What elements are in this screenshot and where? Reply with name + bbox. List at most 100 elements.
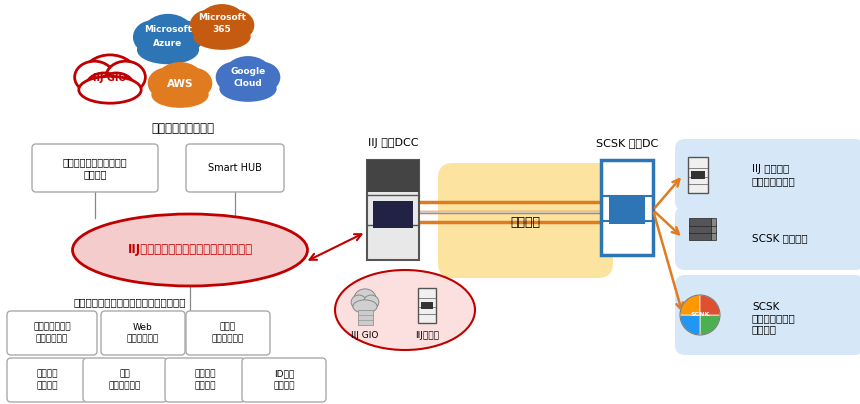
Text: IIJ GIO: IIJ GIO: [93, 73, 126, 83]
Ellipse shape: [99, 73, 134, 100]
Ellipse shape: [224, 57, 272, 95]
Text: SCSK 契約顧客: SCSK 契約顧客: [752, 233, 808, 243]
Bar: [711, 218, 716, 226]
Bar: [418, 288, 436, 322]
Bar: [691, 171, 705, 179]
FancyBboxPatch shape: [675, 206, 860, 270]
Ellipse shape: [364, 295, 379, 309]
Ellipse shape: [194, 25, 249, 49]
Ellipse shape: [244, 63, 280, 92]
Text: （ラック再販）: （ラック再販）: [752, 176, 796, 186]
Ellipse shape: [86, 73, 121, 100]
FancyBboxPatch shape: [675, 275, 860, 355]
Ellipse shape: [201, 21, 232, 46]
Ellipse shape: [218, 11, 254, 40]
Text: エンドポイント: エンドポイント: [34, 322, 71, 332]
FancyBboxPatch shape: [7, 358, 87, 402]
Ellipse shape: [335, 270, 475, 350]
Text: サービス: サービス: [83, 169, 107, 179]
Bar: [711, 232, 716, 240]
Text: マルチクラウド接続: マルチクラウド接続: [151, 122, 214, 135]
Text: IIJ 契約顧客: IIJ 契約顧客: [752, 164, 789, 174]
FancyBboxPatch shape: [32, 144, 158, 192]
Ellipse shape: [217, 63, 252, 92]
Text: 認証強化: 認証強化: [273, 381, 295, 391]
Bar: [601, 160, 653, 255]
Ellipse shape: [351, 295, 366, 309]
FancyBboxPatch shape: [675, 139, 860, 211]
Text: セキュリティ: セキュリティ: [127, 335, 159, 343]
Text: マルチクラウド: マルチクラウド: [752, 313, 796, 323]
Text: セキュリティ: セキュリティ: [212, 335, 244, 343]
Text: SCNK: SCNK: [691, 313, 710, 318]
Bar: [609, 196, 645, 224]
Text: IIJ GIO: IIJ GIO: [352, 330, 378, 339]
Text: Web: Web: [133, 322, 153, 332]
Ellipse shape: [176, 69, 212, 98]
Text: リモート: リモート: [194, 370, 216, 379]
FancyBboxPatch shape: [7, 311, 97, 355]
Ellipse shape: [227, 74, 258, 98]
Text: Microsoft: Microsoft: [198, 13, 246, 23]
Text: 相互接続: 相互接続: [510, 215, 540, 229]
Text: 365: 365: [212, 25, 231, 34]
Wedge shape: [700, 295, 720, 315]
Text: Smart HUB: Smart HUB: [208, 163, 262, 173]
Text: クラウドエクスチェンジ: クラウドエクスチェンジ: [63, 157, 127, 167]
Ellipse shape: [157, 33, 191, 60]
Ellipse shape: [170, 80, 201, 104]
Ellipse shape: [191, 11, 225, 40]
Text: IIJプライベートバックボーンサービス: IIJプライベートバックボーンサービス: [127, 244, 253, 257]
Ellipse shape: [220, 76, 275, 101]
Text: セキュリティ: セキュリティ: [36, 335, 68, 343]
Bar: [367, 160, 419, 260]
Ellipse shape: [198, 5, 246, 43]
Text: Microsoft: Microsoft: [144, 25, 192, 34]
Bar: [711, 225, 716, 233]
Bar: [688, 157, 708, 193]
Text: Google: Google: [230, 67, 266, 76]
FancyBboxPatch shape: [186, 311, 270, 355]
Bar: [689, 218, 711, 226]
Ellipse shape: [164, 21, 202, 53]
Ellipse shape: [149, 69, 184, 98]
Text: デジタルワークプレース関連サービス群: デジタルワークプレース関連サービス群: [74, 297, 187, 307]
Text: Cloud: Cloud: [234, 78, 262, 88]
Bar: [689, 232, 711, 240]
Ellipse shape: [152, 82, 207, 107]
FancyBboxPatch shape: [242, 358, 326, 402]
Ellipse shape: [156, 63, 204, 101]
Text: AWS: AWS: [167, 79, 194, 89]
Bar: [367, 160, 419, 192]
FancyBboxPatch shape: [438, 163, 613, 278]
Text: サービス: サービス: [752, 324, 777, 334]
Text: メール: メール: [220, 322, 236, 332]
Text: SCSK 印西DC: SCSK 印西DC: [596, 138, 658, 148]
Text: プロキシ: プロキシ: [36, 381, 58, 391]
Ellipse shape: [238, 74, 269, 98]
Wedge shape: [680, 295, 700, 315]
FancyBboxPatch shape: [83, 358, 167, 402]
Ellipse shape: [75, 61, 114, 93]
Ellipse shape: [212, 21, 243, 46]
Text: 仮想: 仮想: [120, 370, 131, 379]
Bar: [689, 225, 711, 233]
Bar: [358, 310, 373, 325]
Ellipse shape: [354, 289, 376, 309]
Ellipse shape: [106, 61, 145, 93]
Bar: [421, 301, 433, 309]
Wedge shape: [680, 315, 700, 335]
Ellipse shape: [353, 300, 377, 313]
Text: クラウド: クラウド: [36, 370, 58, 379]
Ellipse shape: [142, 15, 194, 57]
FancyBboxPatch shape: [165, 358, 245, 402]
Ellipse shape: [159, 80, 190, 104]
Ellipse shape: [79, 76, 141, 103]
FancyBboxPatch shape: [101, 311, 185, 355]
Text: Azure: Azure: [153, 38, 182, 48]
Ellipse shape: [145, 33, 179, 60]
Text: ID連携: ID連携: [273, 370, 294, 379]
FancyBboxPatch shape: [186, 144, 284, 192]
Text: アクセス: アクセス: [194, 381, 216, 391]
Ellipse shape: [83, 55, 137, 97]
